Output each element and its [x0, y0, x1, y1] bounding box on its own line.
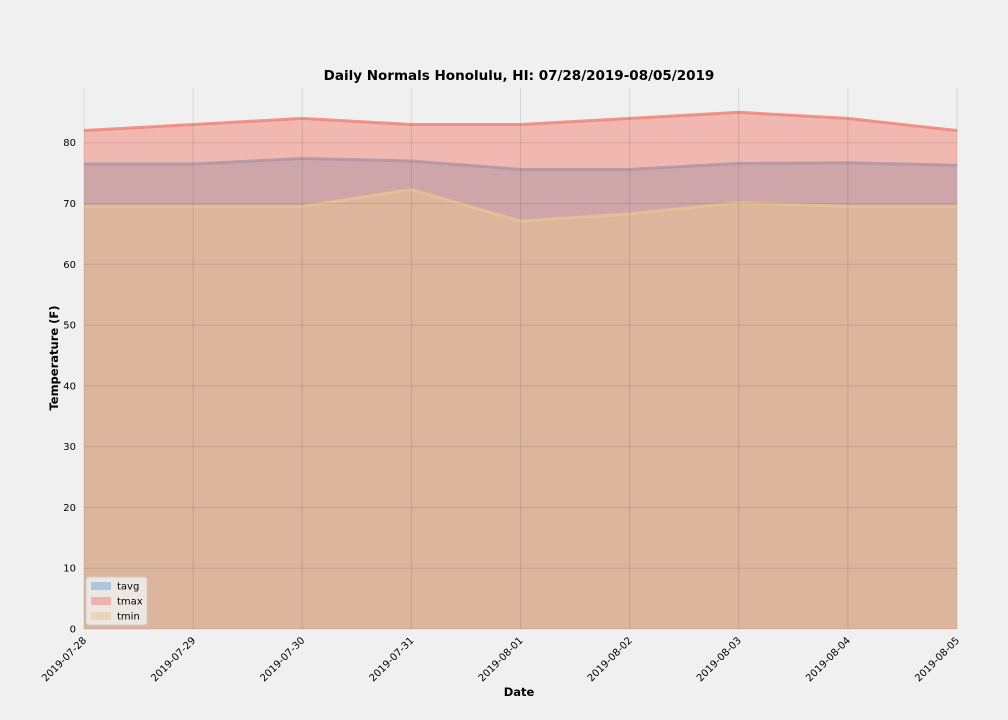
y-tick-label: 80 — [63, 138, 76, 149]
x-tick-label: 2019-08-01 — [477, 635, 526, 684]
y-axis-label: Temperature (F) — [47, 305, 61, 410]
x-ticks-group: 2019-07-28 2019-07-29 2019-07-30 2019-07-31… — [40, 635, 962, 684]
x-tick-label: 2019-07-30 — [258, 635, 307, 684]
line-tmax — [83, 110, 958, 133]
x-tick-label: 2019-08-03 — [695, 635, 744, 684]
legend-label-tavg: tavg — [117, 582, 139, 593]
y-tick-label: 20 — [63, 503, 76, 514]
x-tick-label: 2019-07-29 — [149, 635, 198, 684]
chart-title: Daily Normals Honolulu, HI: 07/28/2019-0… — [324, 68, 715, 84]
y-tick-label: 60 — [63, 260, 76, 271]
x-tick-label: 2019-08-05 — [913, 635, 962, 684]
legend: tavg tmax tmin — [85, 576, 148, 626]
x-tick-label: 2019-08-02 — [586, 635, 635, 684]
y-tick-label: 50 — [63, 321, 76, 332]
x-tick-label: 2019-08-04 — [804, 635, 853, 684]
legend-swatch-tmin — [91, 612, 111, 620]
x-tick-label: 2019-07-31 — [368, 635, 417, 684]
legend-label-tmax: tmax — [117, 597, 143, 608]
areas-group — [83, 110, 958, 630]
y-tick-label: 70 — [63, 199, 76, 210]
legend-swatch-tavg — [91, 582, 111, 590]
area-tmin — [84, 189, 957, 629]
y-ticks-group: 0 10 20 30 40 50 60 70 80 — [63, 138, 76, 635]
legend-label-tmin: tmin — [117, 612, 140, 623]
y-tick-label: 40 — [63, 381, 76, 392]
y-tick-label: 0 — [70, 625, 76, 636]
y-tick-label: 10 — [63, 564, 76, 575]
line-tmin — [84, 187, 957, 223]
x-axis-label: Date — [504, 685, 535, 699]
grid-group — [83, 88, 958, 630]
legend-swatch-tmax — [91, 597, 111, 605]
x-tick-label: 2019-07-28 — [40, 635, 89, 684]
y-tick-label: 30 — [63, 442, 76, 453]
